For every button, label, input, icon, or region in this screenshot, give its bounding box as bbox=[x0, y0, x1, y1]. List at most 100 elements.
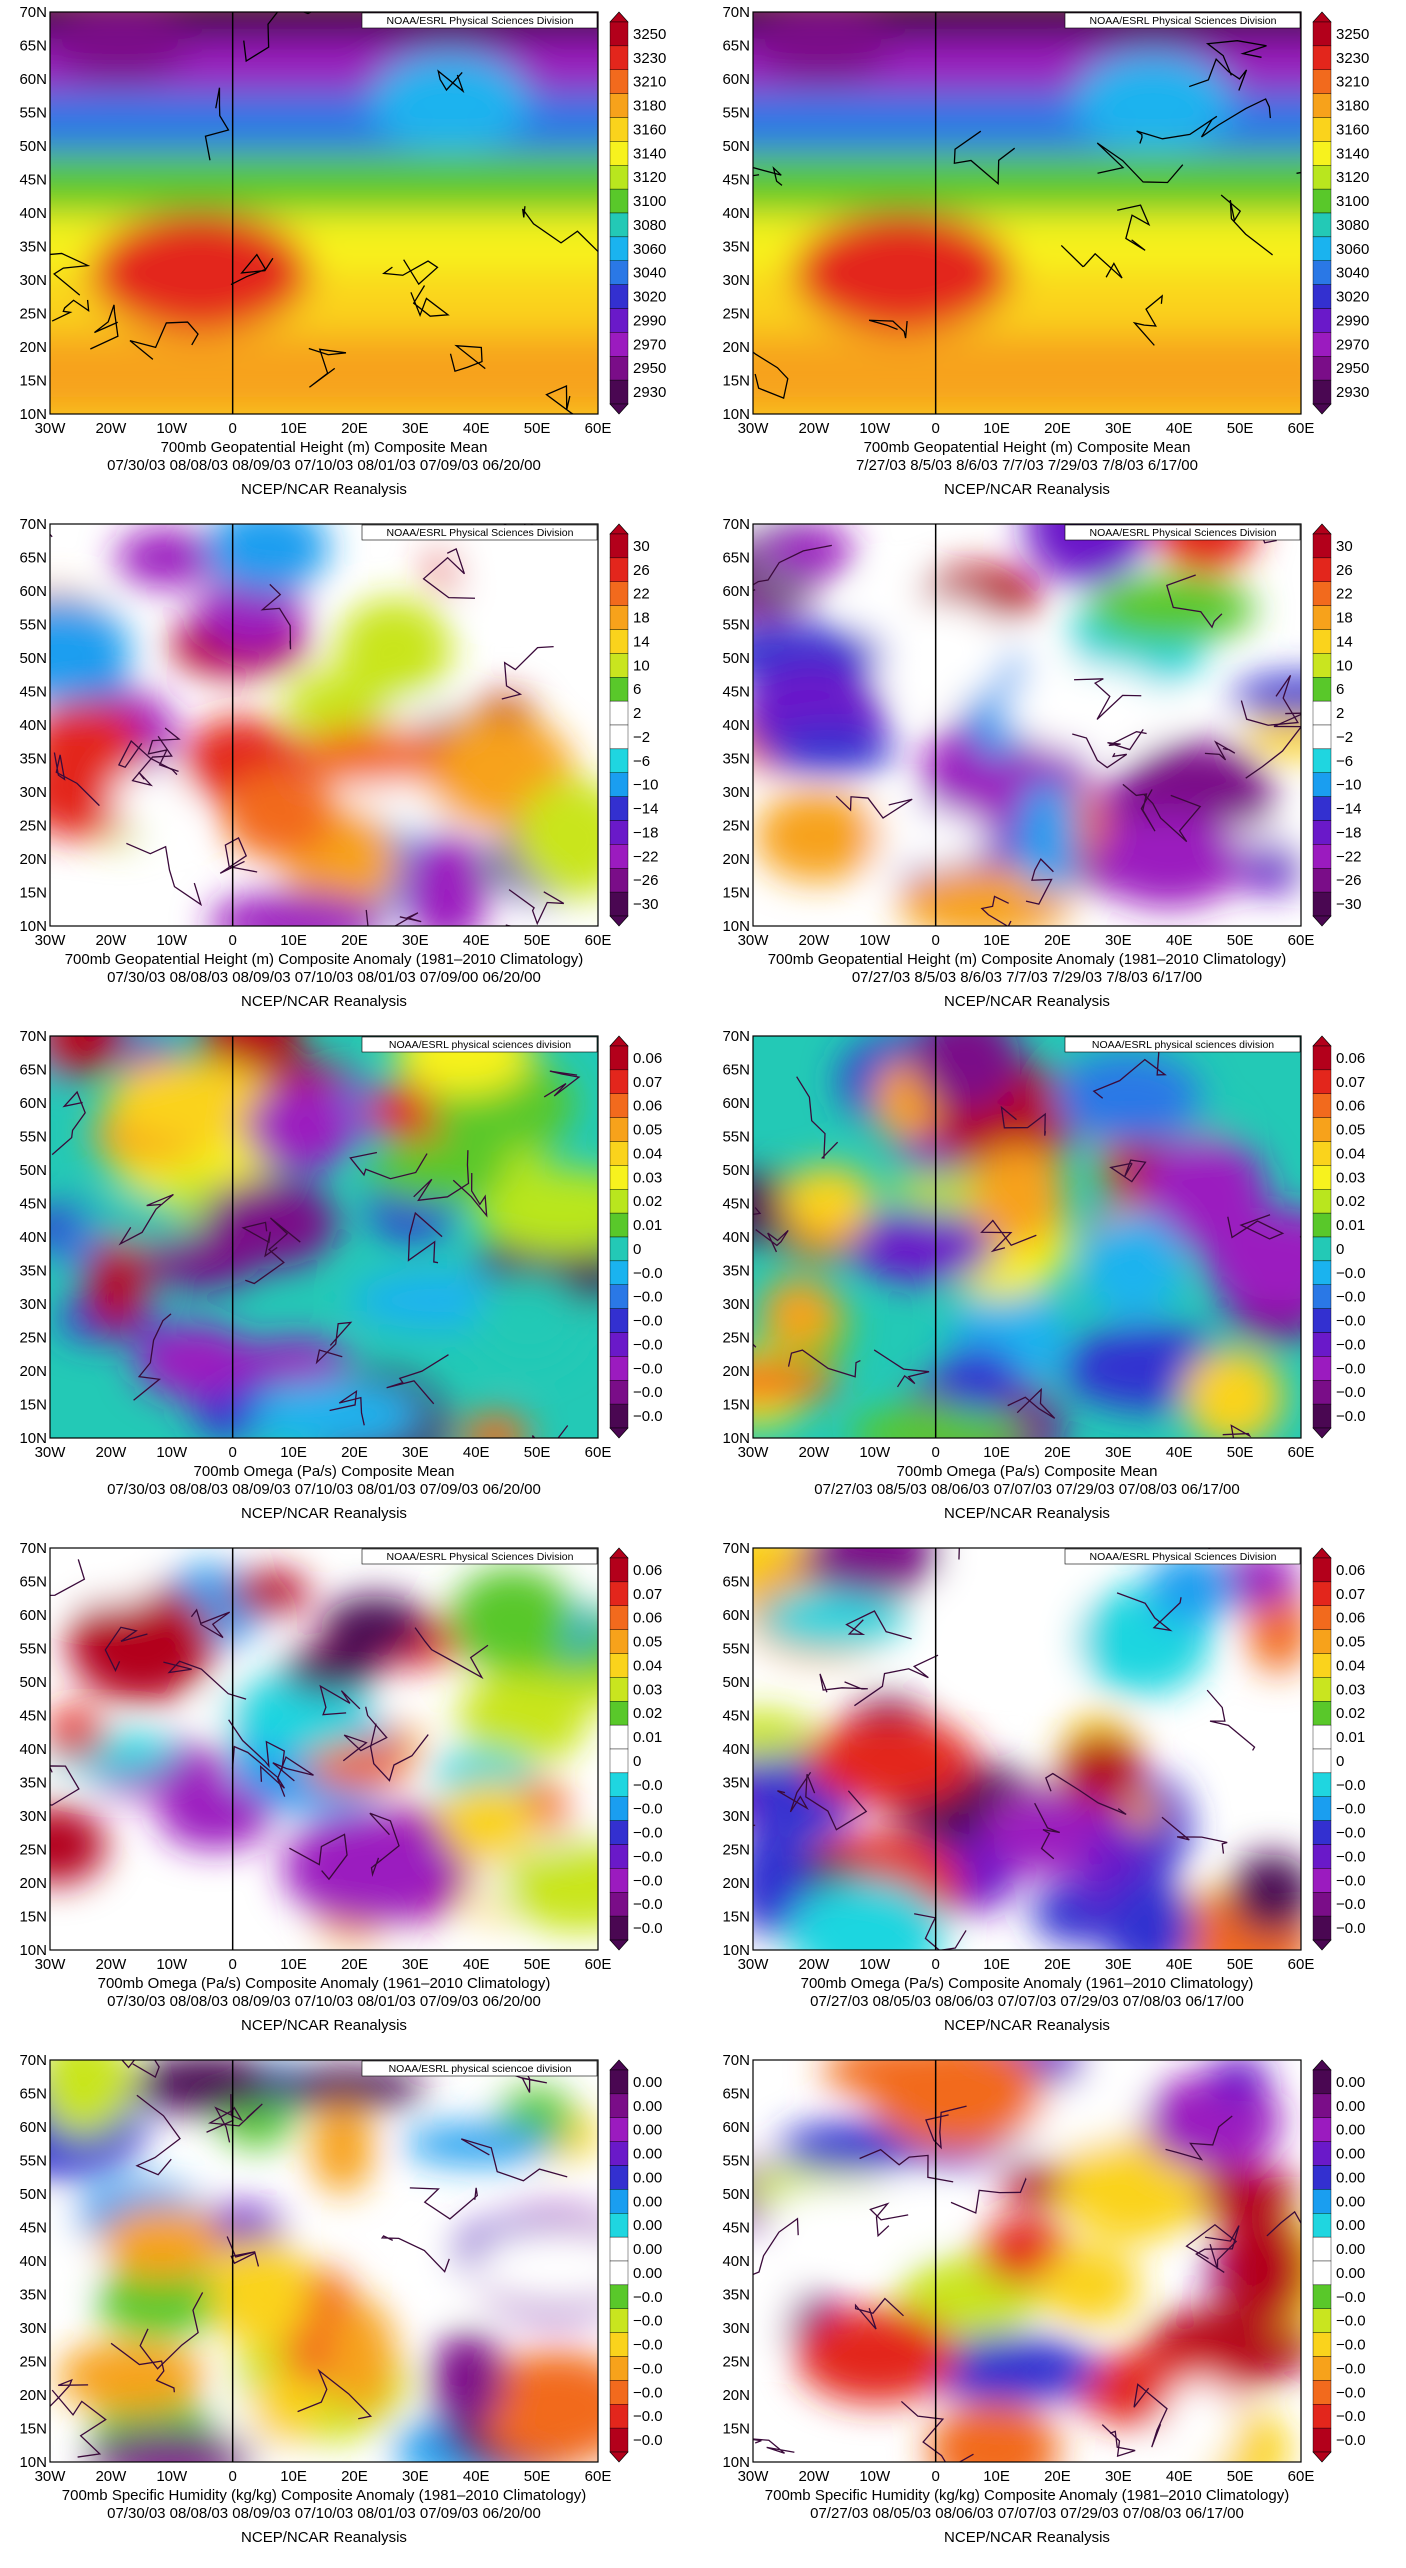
lon-label: 10W bbox=[156, 932, 188, 949]
border-line bbox=[980, 1219, 1037, 1253]
border-line bbox=[753, 166, 783, 186]
colorbar-swatch bbox=[1312, 1093, 1332, 1118]
field-blob bbox=[927, 2401, 1060, 2462]
colorbar-swatch bbox=[1312, 1308, 1332, 1333]
colorbar-swatch bbox=[1312, 2308, 1332, 2333]
border-line bbox=[1245, 712, 1301, 779]
colorbar-label: −0.0 bbox=[633, 1872, 663, 1889]
colorbar-label: −0.0 bbox=[1336, 1265, 1366, 1282]
colorbar-label: 0.00 bbox=[1336, 2074, 1365, 2091]
lat-label: 30N bbox=[19, 1296, 47, 1313]
colorbar-cap bbox=[609, 1035, 629, 1047]
colorbar-swatch bbox=[1312, 2165, 1332, 2190]
colorbar-swatch bbox=[1312, 1141, 1332, 1166]
lon-label: 60E bbox=[1288, 932, 1315, 949]
colorbar-swatch bbox=[1312, 2093, 1332, 2118]
border-line bbox=[110, 2342, 175, 2393]
colorbar-label: −0.0 bbox=[633, 1360, 663, 1377]
colorbar-cap bbox=[1312, 1547, 1332, 1559]
border-line bbox=[51, 2389, 107, 2458]
colorbar-label: 2 bbox=[1336, 705, 1344, 722]
colorbar-label: 0.02 bbox=[633, 1705, 662, 1722]
lon-label: 50E bbox=[524, 1444, 551, 1461]
border-line bbox=[819, 1673, 868, 1693]
colorbar-swatch bbox=[609, 1117, 629, 1142]
lat-label: 45N bbox=[19, 1708, 47, 1725]
lat-label: 35N bbox=[19, 239, 47, 256]
lat-label: 50N bbox=[722, 650, 750, 667]
colorbar-swatch bbox=[1312, 700, 1332, 726]
colorbar-label: −2 bbox=[1336, 729, 1353, 746]
colorbar-swatch bbox=[609, 1308, 629, 1333]
lat-label: 65N bbox=[722, 550, 750, 567]
colorbar-label: 3250 bbox=[633, 26, 666, 43]
map-frame bbox=[49, 523, 599, 927]
lat-label: 70N bbox=[19, 1028, 47, 1045]
colorbar-swatch bbox=[609, 2141, 629, 2166]
colorbar-swatch bbox=[1312, 1748, 1332, 1774]
colorbar-swatch bbox=[609, 1796, 629, 1821]
border-line bbox=[245, 1217, 301, 1285]
border-line bbox=[1207, 1424, 1252, 1438]
colorbar-label: 0.06 bbox=[1336, 1098, 1365, 1115]
panel-credit: NCEP/NCAR Reanalysis bbox=[241, 993, 407, 1010]
colorbar-label: 0.07 bbox=[1336, 1074, 1365, 1091]
border-line bbox=[226, 2236, 260, 2267]
border-line bbox=[53, 752, 100, 807]
colorbar-label: 3040 bbox=[1336, 265, 1369, 282]
field-blob bbox=[56, 2340, 206, 2413]
lat-label: 65N bbox=[19, 2086, 47, 2103]
colorbar-swatch bbox=[1312, 1844, 1332, 1869]
border-line bbox=[1132, 294, 1163, 346]
lon-label: 50E bbox=[1227, 1956, 1254, 1973]
colorbar-label: 0.06 bbox=[1336, 1562, 1365, 1579]
lat-label: 25N bbox=[722, 306, 750, 323]
colorbar-label: −0.0 bbox=[1336, 2384, 1366, 2401]
panel-dates: 07/27/03 8/5/03 8/6/03 7/7/03 7/29/03 7/… bbox=[852, 969, 1202, 986]
lat-label: 60N bbox=[19, 1095, 47, 1112]
lat-label: 40N bbox=[19, 205, 47, 222]
source-label: NOAA/ESRL Physical Sciences Division bbox=[387, 1551, 574, 1563]
source-label: NOAA/ESRL Physical Sciences Division bbox=[1090, 1551, 1277, 1563]
colorbar-label: −0.0 bbox=[1336, 1801, 1366, 1818]
colorbar-label: −0.0 bbox=[1336, 1848, 1366, 1865]
colorbar-label: 0.06 bbox=[1336, 1050, 1365, 1067]
field-blob bbox=[755, 791, 881, 882]
colorbar-label: 0.00 bbox=[633, 2169, 662, 2186]
colorbar-label: 2970 bbox=[1336, 336, 1369, 353]
field-blob bbox=[795, 2306, 959, 2404]
field-blob bbox=[56, 1559, 157, 1604]
colorbar-swatch bbox=[1312, 2141, 1332, 2166]
field-blob bbox=[236, 1338, 352, 1385]
field-blob bbox=[228, 1570, 310, 1615]
field-blob bbox=[50, 1708, 106, 1757]
border-line bbox=[342, 1706, 388, 1762]
lat-label: 35N bbox=[19, 2287, 47, 2304]
colorbar-label: −14 bbox=[1336, 801, 1361, 818]
map-panel: 70N65N60N55N50N45N40N35N30N25N20N15N10N3… bbox=[722, 2052, 1366, 2546]
colorbar-swatch bbox=[1312, 677, 1332, 702]
border-line bbox=[859, 2148, 954, 2183]
panel-dates: 07/27/03 08/05/03 08/06/03 07/07/03 07/2… bbox=[810, 2505, 1244, 2522]
field-blob bbox=[210, 2237, 311, 2349]
colorbar-swatch bbox=[609, 1701, 629, 1726]
field-blob bbox=[366, 1138, 509, 1205]
source-label: NOAA/ESRL Physical Sciences Division bbox=[1090, 15, 1277, 27]
lat-label: 15N bbox=[722, 885, 750, 902]
map-field bbox=[50, 1036, 598, 1438]
field-blob bbox=[778, 2121, 935, 2173]
lat-label: 35N bbox=[722, 1263, 750, 1280]
lat-label: 45N bbox=[19, 2220, 47, 2237]
field-blob bbox=[1091, 814, 1247, 908]
colorbar-label: 0.05 bbox=[633, 1122, 662, 1139]
lat-label: 25N bbox=[722, 1842, 750, 1859]
colorbar-label: 22 bbox=[1336, 586, 1353, 603]
map-field bbox=[753, 1548, 1301, 1950]
field-blob bbox=[201, 1177, 339, 1269]
colorbar-label: 0 bbox=[633, 1753, 641, 1770]
lon-label: 60E bbox=[585, 420, 612, 437]
colorbar-swatch bbox=[609, 1605, 629, 1630]
lat-label: 30N bbox=[722, 1808, 750, 1825]
colorbar-label: 26 bbox=[633, 562, 650, 579]
colorbar-swatch bbox=[609, 93, 629, 118]
